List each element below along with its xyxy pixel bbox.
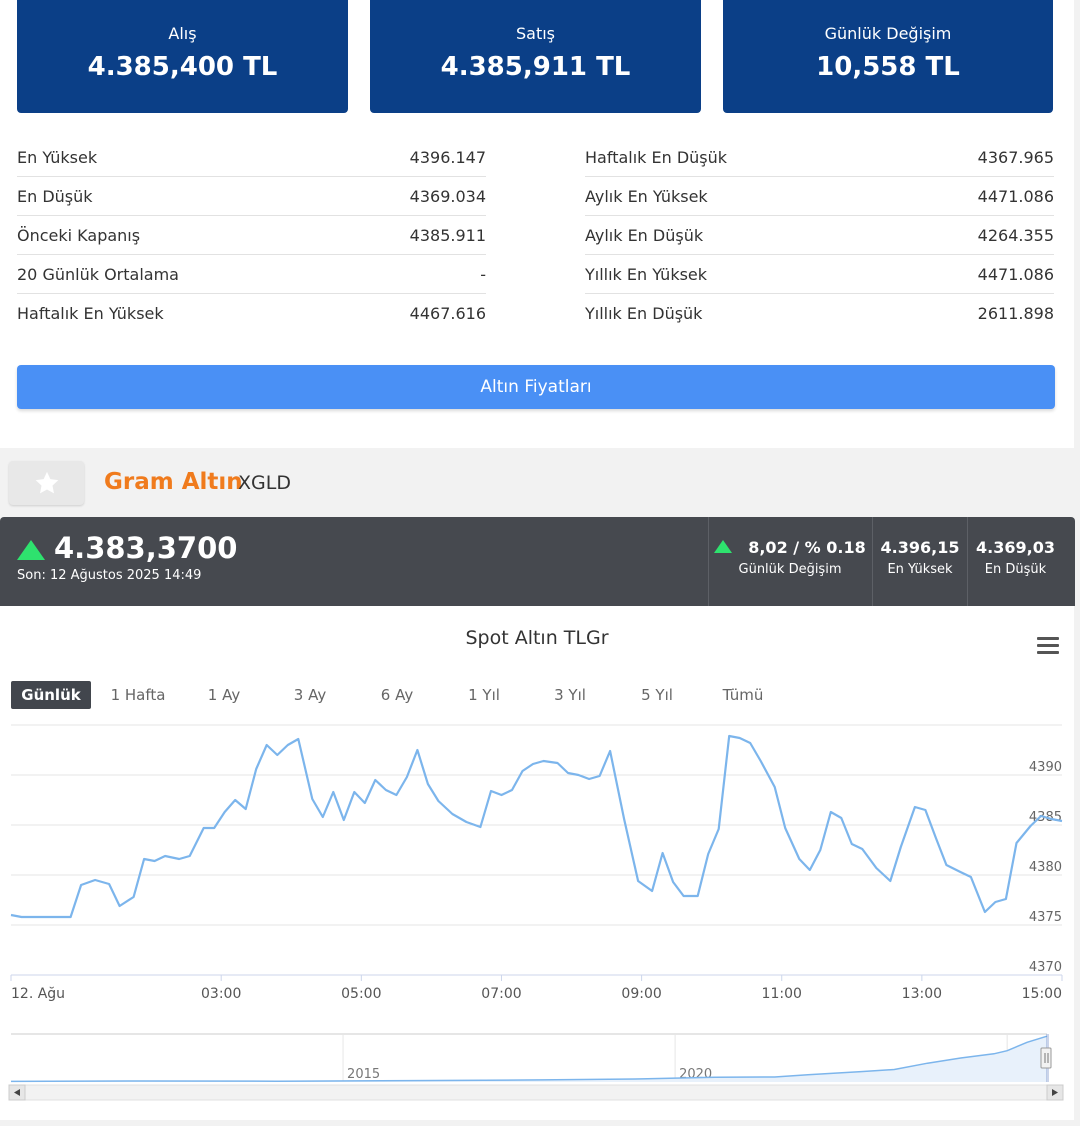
price-summary-panel: Alış 4.385,400 TL Satış 4.385,911 TL Gün… — [0, 0, 1074, 448]
divider — [872, 517, 873, 606]
navigator-chart[interactable]: 201520202025 — [0, 1030, 1074, 1104]
day-high-cell: 4.396,15 En Yüksek — [873, 538, 967, 577]
daily-change-caption: Günlük Değişim — [738, 562, 842, 577]
x-tick-label: 11:00 — [762, 986, 802, 1002]
navigator-series-line — [10, 1035, 1048, 1083]
up-arrow-icon — [17, 540, 45, 560]
star-icon — [35, 471, 58, 494]
stat-label: Haftalık En Yüksek — [17, 304, 164, 323]
day-high-value: 4.396,15 — [880, 538, 960, 557]
arrow-left-icon — [14, 1089, 20, 1096]
range-3-year[interactable]: 3 Yıl — [554, 686, 586, 704]
stat-row: En Düşük 4369.034 — [17, 177, 486, 216]
favorite-button[interactable] — [9, 461, 84, 505]
stat-label: Aylık En Düşük — [585, 225, 704, 245]
navigator-handle[interactable] — [1040, 1047, 1052, 1069]
y-tick-label: 4370 — [1029, 960, 1062, 975]
x-tick-label: 15:00 — [1022, 986, 1062, 1002]
stat-label: Haftalık En Düşük — [585, 147, 728, 167]
stat-value: 4471.086 — [977, 186, 1054, 206]
stat-value: 2611.898 — [977, 304, 1054, 323]
day-low-cell: 4.369,03 En Düşük — [968, 538, 1063, 577]
asset-code: XGLD — [238, 472, 291, 494]
range-5-year[interactable]: 5 Yıl — [641, 686, 673, 704]
stat-value: 4396.147 — [409, 147, 486, 167]
stat-row: Haftalık En Yüksek 4467.616 — [17, 294, 486, 333]
range-all[interactable]: Tümü — [722, 686, 764, 704]
stat-row: Yıllık En Yüksek 4471.086 — [585, 255, 1054, 294]
day-low-caption: En Düşük — [984, 562, 1047, 577]
buy-price-label: Alış — [168, 24, 197, 43]
stat-value: 4264.355 — [977, 225, 1054, 245]
stat-value: 4467.616 — [409, 304, 486, 323]
stat-label: 20 Günlük Ortalama — [17, 264, 179, 284]
stats-table-left: En Yüksek 4396.147 En Düşük 4369.034 Öncek… — [17, 138, 486, 333]
range-1-year[interactable]: 1 Yıl — [468, 686, 500, 704]
stat-row: Yıllık En Düşük 2611.898 — [585, 294, 1054, 333]
stat-label: Aylık En Yüksek — [585, 186, 708, 206]
stat-label: Yıllık En Düşük — [585, 304, 703, 323]
stat-row: Aylık En Düşük 4264.355 — [585, 216, 1054, 255]
y-tick-label: 4375 — [1029, 910, 1062, 925]
x-tick-label: 13:00 — [902, 986, 942, 1002]
range-6-month[interactable]: 6 Ay — [380, 686, 414, 704]
x-tick-label: 07:00 — [481, 986, 521, 1002]
stat-label: En Yüksek — [17, 147, 98, 167]
quote-bar — [0, 517, 1075, 606]
up-arrow-icon — [714, 540, 733, 553]
buy-price-card: Alış 4.385,400 TL — [17, 0, 348, 113]
stat-label: En Düşük — [17, 186, 93, 206]
price-series-line[interactable] — [10, 734, 1063, 919]
arrow-right-icon — [1052, 1089, 1058, 1096]
y-tick-label: 4380 — [1029, 860, 1062, 875]
last-price: 4.383,3700 — [54, 531, 238, 565]
y-tick-label: 4390 — [1029, 760, 1062, 775]
divider — [708, 517, 709, 606]
daily-change-cell: 8,02 / % 0.18 Günlük Değişim — [708, 538, 872, 577]
range-1-week[interactable]: 1 Hafta — [110, 686, 166, 704]
stats-table-right: Haftalık En Düşük 4367.965 Aylık En Yükse… — [585, 138, 1054, 333]
stat-value: 4367.965 — [977, 147, 1054, 167]
asset-name: Gram Altın — [104, 469, 243, 495]
stat-value: 4369.034 — [409, 186, 486, 206]
stat-row: Önceki Kapanış 4385.911 — [17, 216, 486, 255]
daily-change-card: Günlük Değişim 10,558 TL — [723, 0, 1053, 113]
gold-prices-button[interactable]: Altın Fiyatları — [17, 365, 1055, 409]
daily-change-value: 10,558 TL — [816, 52, 960, 82]
sell-price-card: Satış 4.385,911 TL — [370, 0, 701, 113]
navigator-year-label: 2015 — [347, 1067, 380, 1082]
last-update-time: Son: 12 Ağustos 2025 14:49 — [17, 568, 202, 583]
stat-row: En Yüksek 4396.147 — [17, 138, 486, 177]
x-tick-label: 05:00 — [341, 986, 381, 1002]
stat-label: Yıllık En Yüksek — [585, 264, 708, 284]
stat-row: Aylık En Yüksek 4471.086 — [585, 177, 1054, 216]
range-1-month[interactable]: 1 Ay — [207, 686, 241, 704]
sell-price-label: Satış — [515, 24, 555, 43]
x-tick-label: 12. Ağu — [11, 986, 65, 1002]
scrollbar-track[interactable] — [8, 1084, 1064, 1101]
range-daily[interactable]: Günlük — [11, 681, 91, 709]
daily-change-text: 8,02 / % 0.18 — [748, 538, 866, 557]
stat-row: 20 Günlük Ortalama - — [17, 255, 486, 294]
navigator-area — [11, 1036, 1047, 1082]
range-3-month[interactable]: 3 Ay — [293, 686, 327, 704]
x-tick-label: 03:00 — [201, 986, 241, 1002]
divider — [967, 517, 968, 606]
day-high-caption: En Yüksek — [887, 562, 953, 577]
stat-value: - — [480, 264, 486, 284]
stat-row: Haftalık En Düşük 4367.965 — [585, 138, 1054, 177]
x-tick-label: 09:00 — [621, 986, 661, 1002]
daily-change-label: Günlük Değişim — [824, 24, 952, 43]
sell-price-value: 4.385,911 TL — [440, 52, 631, 82]
stat-value: 4471.086 — [977, 264, 1054, 284]
hamburger-menu-icon[interactable] — [1037, 637, 1059, 655]
stat-label: Önceki Kapanış — [17, 225, 141, 245]
chart-title: Spot Altın TLGr — [465, 627, 609, 649]
stat-value: 4385.911 — [409, 225, 486, 245]
buy-price-value: 4.385,400 TL — [87, 52, 278, 82]
day-low-value: 4.369,03 — [976, 538, 1055, 557]
